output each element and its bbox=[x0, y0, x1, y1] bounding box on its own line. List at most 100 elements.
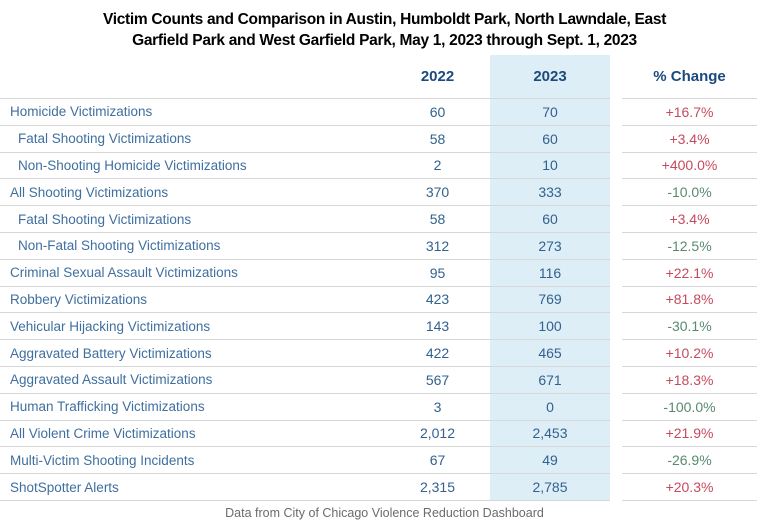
pct-change: +10.2% bbox=[622, 340, 757, 367]
table-header-row: 2022 2023 % Change bbox=[0, 55, 769, 99]
value-2023: 49 bbox=[490, 447, 610, 475]
column-gap bbox=[610, 421, 622, 448]
source-caption: Data from City of Chicago Violence Reduc… bbox=[225, 505, 544, 520]
value-2023: 2,453 bbox=[490, 420, 610, 448]
column-gap bbox=[610, 367, 622, 394]
value-2023: 671 bbox=[490, 366, 610, 394]
column-gap bbox=[610, 313, 622, 340]
value-2022: 67 bbox=[385, 447, 490, 475]
value-2023: 2,785 bbox=[490, 474, 610, 501]
value-2022: 312 bbox=[385, 233, 490, 260]
pct-change: +21.9% bbox=[622, 421, 757, 448]
column-gap bbox=[610, 233, 622, 260]
pct-change: +3.4% bbox=[622, 126, 757, 153]
table-row: Homicide Victimizations 60 70 +16.7% bbox=[0, 99, 769, 126]
table-row: Non-Fatal Shooting Victimizations 312 27… bbox=[0, 232, 769, 260]
row-label: Vehicular Hijacking Victimizations bbox=[0, 313, 385, 341]
table-row: All Shooting Victimizations 370 333 -10.… bbox=[0, 179, 769, 207]
table-row: Vehicular Hijacking Victimizations 143 1… bbox=[0, 313, 769, 341]
pct-change: +22.1% bbox=[622, 260, 757, 287]
table-row: Non-Shooting Homicide Victimizations 2 1… bbox=[0, 152, 769, 180]
column-header-2022: 2022 bbox=[385, 55, 490, 99]
value-2023: 333 bbox=[490, 179, 610, 207]
column-gap bbox=[610, 260, 622, 287]
value-2022: 3 bbox=[385, 394, 490, 421]
row-label: Multi-Victim Shooting Incidents bbox=[0, 447, 385, 475]
value-2023: 465 bbox=[490, 340, 610, 367]
table-row: Aggravated Assault Victimizations 567 67… bbox=[0, 366, 769, 394]
value-2023: 100 bbox=[490, 313, 610, 341]
pct-change: -12.5% bbox=[622, 233, 757, 260]
value-2022: 422 bbox=[385, 340, 490, 367]
pct-change: +20.3% bbox=[622, 474, 757, 501]
value-2023: 273 bbox=[490, 232, 610, 260]
header-label-spacer bbox=[0, 55, 385, 99]
value-2022: 2,315 bbox=[385, 474, 490, 501]
value-2022: 143 bbox=[385, 313, 490, 341]
column-gap bbox=[610, 126, 622, 153]
row-label: Criminal Sexual Assault Victimizations bbox=[0, 260, 385, 287]
value-2023: 60 bbox=[490, 206, 610, 233]
pct-change: +18.3% bbox=[622, 367, 757, 394]
row-label: Robbery Victimizations bbox=[0, 287, 385, 314]
value-2022: 60 bbox=[385, 99, 490, 126]
value-2023: 10 bbox=[490, 152, 610, 180]
row-label: All Violent Crime Victimizations bbox=[0, 421, 385, 448]
value-2023: 70 bbox=[490, 99, 610, 126]
value-2022: 58 bbox=[385, 126, 490, 153]
column-gap bbox=[610, 179, 622, 206]
table-row: Multi-Victim Shooting Incidents 67 49 -2… bbox=[0, 447, 769, 475]
table-row: All Violent Crime Victimizations 2,012 2… bbox=[0, 420, 769, 448]
row-label: Fatal Shooting Victimizations bbox=[0, 206, 385, 233]
row-label: Human Trafficking Victimizations bbox=[0, 394, 385, 421]
table-body: Homicide Victimizations 60 70 +16.7% Fat… bbox=[0, 99, 769, 501]
column-gap bbox=[610, 287, 622, 314]
chart-title-line-1: Victim Counts and Comparison in Austin, … bbox=[102, 11, 667, 28]
column-header-2023: 2023 bbox=[490, 55, 610, 99]
pct-change: -10.0% bbox=[622, 179, 757, 207]
chart-title: Victim Counts and Comparison in Austin, … bbox=[0, 0, 769, 55]
table-row: Criminal Sexual Assault Victimizations 9… bbox=[0, 259, 769, 287]
column-gap bbox=[610, 394, 622, 421]
row-label: Non-Fatal Shooting Victimizations bbox=[0, 233, 385, 260]
pct-change: +16.7% bbox=[622, 99, 757, 126]
value-2022: 58 bbox=[385, 206, 490, 233]
value-2023: 769 bbox=[490, 286, 610, 314]
pct-change: +3.4% bbox=[622, 206, 757, 233]
column-gap bbox=[610, 99, 622, 126]
chart-title-line-2: Garfield Park and West Garfield Park, Ma… bbox=[132, 32, 637, 49]
value-2022: 423 bbox=[385, 287, 490, 314]
table-row: Robbery Victimizations 423 769 +81.8% bbox=[0, 286, 769, 314]
pct-change: +81.8% bbox=[622, 287, 757, 314]
table-row: Human Trafficking Victimizations 3 0 -10… bbox=[0, 393, 769, 421]
value-2023: 0 bbox=[490, 393, 610, 421]
column-header-pct-change: % Change bbox=[622, 55, 757, 99]
column-gap bbox=[610, 206, 622, 233]
row-label: Aggravated Battery Victimizations bbox=[0, 340, 385, 367]
value-2022: 2 bbox=[385, 153, 490, 180]
row-label: Non-Shooting Homicide Victimizations bbox=[0, 153, 385, 180]
column-gap bbox=[610, 447, 622, 474]
column-gap bbox=[610, 153, 622, 180]
pct-change: -26.9% bbox=[622, 447, 757, 475]
value-2022: 370 bbox=[385, 179, 490, 207]
column-gap bbox=[610, 340, 622, 367]
value-2022: 95 bbox=[385, 260, 490, 287]
row-label: Homicide Victimizations bbox=[0, 99, 385, 126]
row-label: Aggravated Assault Victimizations bbox=[0, 367, 385, 394]
value-2022: 567 bbox=[385, 367, 490, 394]
row-label: All Shooting Victimizations bbox=[0, 179, 385, 207]
pct-change: +400.0% bbox=[622, 153, 757, 180]
pct-change: -100.0% bbox=[622, 394, 757, 421]
value-2022: 2,012 bbox=[385, 421, 490, 448]
column-gap bbox=[610, 55, 622, 99]
pct-change: -30.1% bbox=[622, 313, 757, 341]
table-row: ShotSpotter Alerts 2,315 2,785 +20.3% bbox=[0, 474, 769, 501]
row-label: Fatal Shooting Victimizations bbox=[0, 126, 385, 153]
row-label: ShotSpotter Alerts bbox=[0, 474, 385, 501]
value-2023: 116 bbox=[490, 259, 610, 287]
table-row: Fatal Shooting Victimizations 58 60 +3.4… bbox=[0, 206, 769, 233]
table-row: Fatal Shooting Victimizations 58 60 +3.4… bbox=[0, 125, 769, 153]
column-gap bbox=[610, 474, 622, 501]
